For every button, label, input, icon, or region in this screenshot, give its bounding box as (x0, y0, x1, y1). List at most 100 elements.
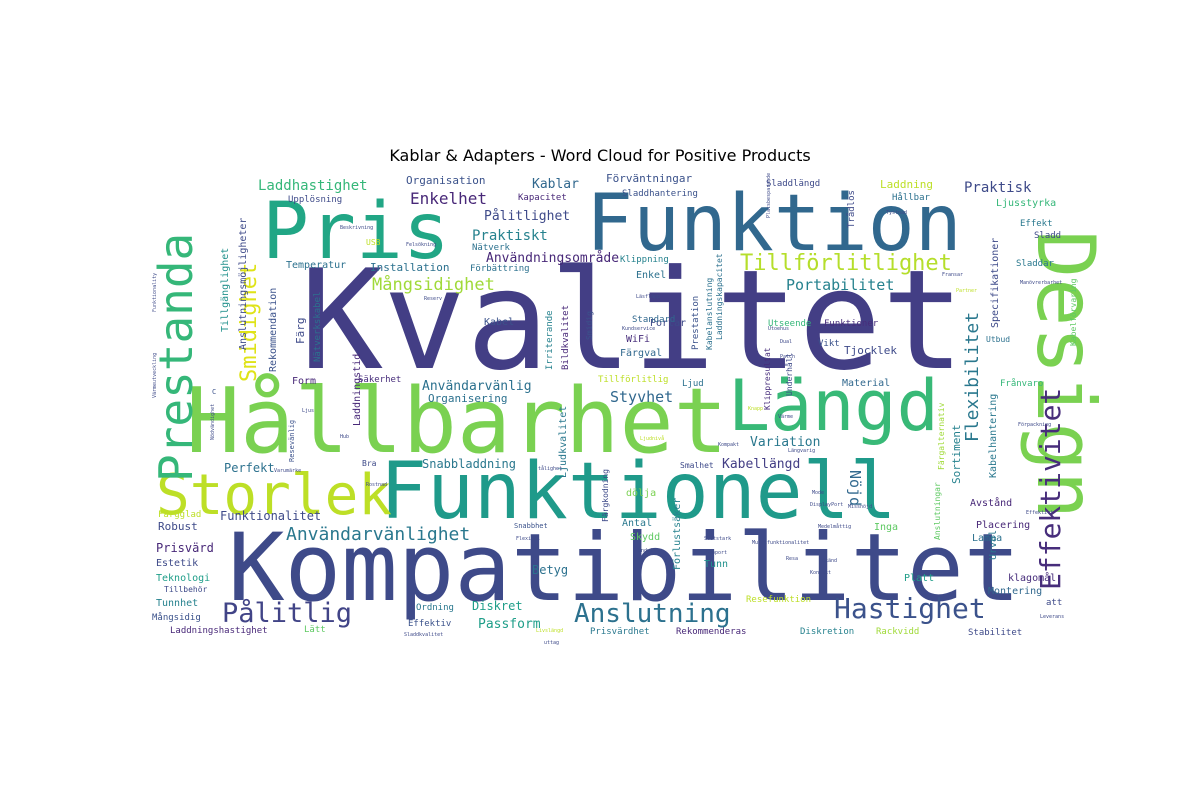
word-rackvidd: Rackvidd (876, 627, 919, 637)
word-dolja: dölja (626, 488, 656, 499)
word-irriterande: Irriterande (545, 310, 555, 370)
word-anvandarvanlighet: Användarvänlighet (286, 524, 470, 545)
word-usb: USB (366, 238, 381, 247)
word-tunn: Tunn (704, 559, 728, 570)
word-ljusstyrka: Ljusstyrka (996, 198, 1056, 209)
word-missnojd: Missnöjd (848, 504, 872, 510)
word-funktionalitet: Funktionalitet (220, 509, 321, 523)
word-support: Support (706, 550, 727, 556)
word-material: Material (842, 378, 890, 389)
word-sortiment: Sortiment (950, 424, 963, 484)
word-kundservice: Kundservice (622, 326, 655, 332)
word-c: C (212, 388, 216, 396)
word-ljudkvalitet: Ljudkvalitet (558, 406, 569, 478)
word-att: att (1046, 598, 1062, 608)
word-standard: Standard (632, 315, 675, 325)
word-nojd: Nöjd (846, 470, 864, 506)
word-sladd: Sladd (1034, 231, 1061, 241)
word-temperatur: Temperatur (286, 260, 346, 271)
word-installation: Installation (370, 261, 449, 274)
word-knapp: Knapp (748, 406, 763, 412)
word-laddning: Laddning (880, 178, 933, 191)
word-organisering: Organisering (428, 392, 507, 405)
word-patch: Patch (780, 354, 795, 360)
word-betyg: Betyg (532, 563, 568, 577)
word-varmeutveckling: Värmeutveckling (152, 353, 158, 398)
word-underhall: Underhåll (784, 352, 794, 396)
word-sladdkvalitet: Sladdkvalitet (404, 632, 443, 638)
word-displayport: DisplayPort (810, 502, 843, 508)
word-vikt: Vikt (818, 339, 840, 349)
word-klagomal: klagomål (1008, 571, 1056, 584)
word-platt: Platt (904, 573, 934, 584)
word-kompatibilitet: Kompatibilitet (228, 514, 1020, 623)
word-prestation: Prestation (691, 296, 701, 350)
word-stabilitet: Stabilitet (968, 628, 1022, 638)
word-kontakt: Kontakt (810, 570, 831, 576)
word-anvandarvanlig: Användarvänlig (422, 379, 532, 394)
word-laddningskapacitet: Laddningskapacitet (715, 253, 724, 340)
word-fargval: Färgval (620, 348, 662, 359)
word-sladdhantering: Sladdhantering (622, 189, 698, 199)
word-leverans: Leverans (1040, 614, 1064, 620)
word-palitlighet: Pålitlighet (484, 209, 570, 224)
word-lasflapp: Läsfläpp (636, 294, 660, 300)
word-natverk: Nätverk (472, 243, 511, 253)
word-hastighet: Hastighet (834, 592, 986, 625)
word-snabbladdning: Snabbladdning (422, 457, 516, 471)
word-smidighet: Smidighet (237, 263, 262, 382)
word-tystnad: Tystnad (886, 210, 907, 216)
word-mangsidig: Mångsidig (152, 612, 201, 623)
word-prestanda: Prestanda (149, 233, 203, 482)
word-anvandningsomrade: Användningsområde (486, 251, 619, 266)
word-specifikationer: Specifikationer (990, 238, 1001, 328)
word-beskrivning: Beskrivning (340, 225, 373, 231)
word-latt: Lätt (304, 625, 326, 635)
word-lampa: Lampa (972, 533, 1002, 544)
word-forvantningar: Förväntningar (606, 172, 692, 185)
word-forpackning: Förpackning (1018, 422, 1051, 428)
word-mode: Mode (812, 490, 824, 496)
word-effektivitet: Effektivitet (1034, 388, 1067, 590)
word-mangsidighet: Mångsidighet (372, 274, 495, 295)
word-kapacitet: Kapacitet (518, 193, 567, 203)
word-portabilitet: Portabilitet (786, 276, 894, 294)
word-fargalternativ: Färgalternativ (937, 402, 946, 470)
word-tillforlitlig: Tillförlitlig (598, 375, 668, 385)
word-manovrerbarhet: Manövrerbarhet (1020, 280, 1062, 286)
word-franvaro: Frånvaro (1000, 378, 1043, 389)
word-kablar: Kablar (532, 177, 579, 192)
word-forbattring: Förbättring (470, 264, 530, 274)
word-ljudniva: Ljudnivå (640, 435, 664, 442)
word-tillforlitlighet: Tillförlitlighet (740, 251, 952, 276)
word-natverkskabel: Nätverkskabel (313, 292, 323, 362)
word-fargglad: Fargglad (158, 510, 201, 520)
word-rostnad: Rostnad (366, 482, 387, 488)
word-langd: Längd (728, 365, 939, 447)
word-skydd: Skydd (630, 532, 660, 543)
word-forlustsaker: Förlustsäker (672, 498, 683, 570)
word-funktionell: Funktionell (380, 447, 897, 537)
word-palitlig: Pålitlig (222, 598, 352, 629)
word-fargkodning: Färgkodning (601, 469, 610, 522)
word-reserv: Reserv (424, 296, 442, 302)
word-felsokning: Felsökning (406, 242, 436, 248)
word-robust: Robust (158, 520, 198, 533)
word-utseende: Utseende (768, 319, 811, 329)
word-flexibel: Flexibel (516, 536, 540, 542)
word-sladdar: Sladdar (1016, 259, 1055, 269)
word-estetik: Estetik (156, 558, 198, 569)
word-bra: Bra (362, 459, 377, 468)
word-pris: Pris (262, 187, 450, 277)
word-praktisk: Praktisk (964, 180, 1032, 196)
word-montering: Montering (988, 586, 1042, 597)
word-tunnhet: Tunnhet (156, 598, 198, 609)
word-tillbehor: Tillbehör (164, 585, 208, 594)
word-kabel: Kabel (484, 317, 514, 328)
word-talighet: tålighet (538, 465, 562, 472)
word-passform: Passform (478, 617, 541, 632)
word-kabelanslutning: Kabelanslutning (705, 278, 714, 350)
word-okand: Okänd (822, 558, 837, 564)
word-multifunktionalitet: Multifunktionalitet (752, 540, 809, 546)
